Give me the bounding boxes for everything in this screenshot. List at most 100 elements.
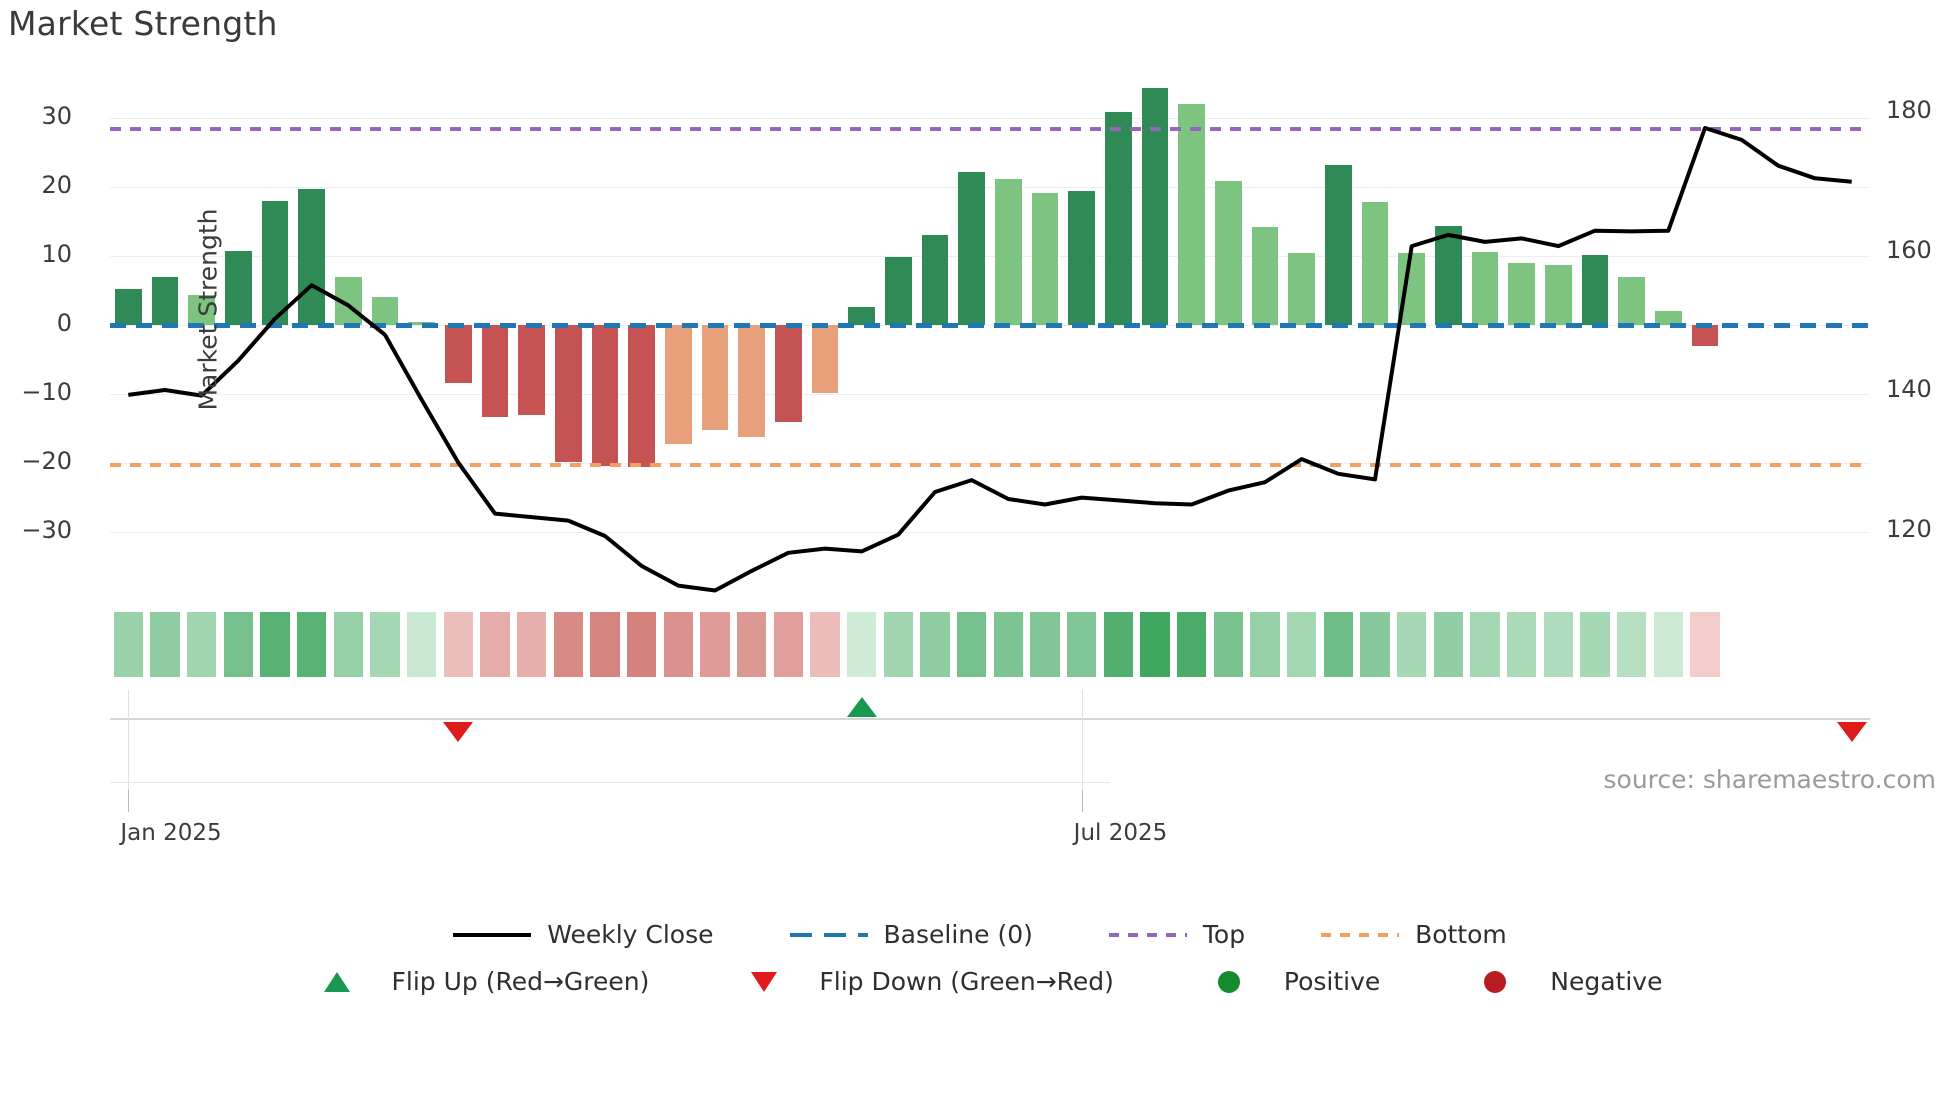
solid-line-swatch-icon: [453, 922, 532, 948]
y-axis-tick-left: 20: [41, 171, 72, 200]
legend-item-flip-down[interactable]: Flip Down (Green→Red): [725, 967, 1114, 996]
bottom-divider: [110, 782, 1110, 783]
heatmap-cell: [1213, 612, 1243, 677]
heatmap-cell: [737, 612, 767, 677]
strength-bar: [885, 257, 912, 325]
y-axis-tick-left: 10: [41, 240, 72, 269]
heatmap-cell: [920, 612, 950, 677]
y-axis-tick-left: −30: [21, 515, 72, 544]
heatmap-cell: [113, 612, 143, 677]
strength-bar: [591, 325, 619, 466]
heatmap-cell: [150, 612, 180, 677]
gridline: [110, 256, 1870, 258]
legend-label: Negative: [1550, 967, 1663, 996]
y-axis-tick-right: 140: [1886, 375, 1932, 404]
strength-bar: [811, 325, 839, 393]
flip-down-marker[interactable]: [1836, 722, 1867, 742]
heatmap-cell: [333, 612, 363, 677]
heatmap-cell: [1287, 612, 1317, 677]
y-axis-tick-left: −10: [21, 377, 72, 406]
heatmap-cell: [1543, 612, 1573, 677]
heatmap-cell: [883, 612, 913, 677]
legend-item-flip-up[interactable]: Flip Up (Red→Green): [298, 967, 649, 996]
heatmap-cell: [1397, 612, 1427, 677]
strength-bar: [481, 325, 509, 418]
heatmap-cell: [297, 612, 327, 677]
heatmap-cell: [700, 612, 730, 677]
heatmap-cell: [1360, 612, 1390, 677]
page-title: Market Strength: [8, 4, 278, 43]
strength-bar: [188, 294, 215, 325]
gridline: [110, 187, 1870, 189]
heatmap-cell: [663, 612, 693, 677]
strength-bar: [1288, 252, 1315, 325]
chart-legend: Weekly Close Baseline (0) Top Bottom Fli…: [0, 920, 1960, 1014]
heatmap-cell: [1177, 612, 1207, 677]
legend-item-negative[interactable]: Negative: [1456, 967, 1662, 996]
legend-label: Top: [1202, 920, 1246, 949]
strength-bar: [1361, 201, 1389, 325]
strength-bar: [848, 307, 875, 325]
heatmap-cell: [627, 612, 657, 677]
heatmap-cell: [370, 612, 400, 677]
strength-bar: [958, 172, 985, 325]
flip-lane-axis: [110, 718, 1870, 720]
strength-bar: [1068, 191, 1095, 325]
strength-bar: [665, 325, 692, 444]
heatmap-cell: [517, 612, 547, 677]
heatmap-cell: [260, 612, 290, 677]
strength-bar: [225, 250, 252, 325]
heatmap-cell: [1580, 612, 1610, 677]
flip-down-marker[interactable]: [443, 722, 474, 742]
strength-bar: [1471, 251, 1499, 325]
strength-bar: [921, 235, 949, 325]
heatmap-cell: [443, 612, 473, 677]
heatmap-cell: [1067, 612, 1097, 677]
y-axis-tick-right: 120: [1886, 515, 1932, 544]
strength-bar: [1581, 255, 1609, 325]
heatmap-cell: [1470, 612, 1500, 677]
heatmap-cell: [187, 612, 217, 677]
flip-marker-lane: [110, 690, 1870, 790]
legend-item-bottom[interactable]: Bottom: [1321, 920, 1507, 949]
heatmap-cell: [553, 612, 583, 677]
heatmap-cell: [480, 612, 510, 677]
strength-bar: [1178, 103, 1205, 325]
heatmap-cell: [993, 612, 1023, 677]
x-axis-tick-label: Jan 2025: [120, 820, 222, 846]
legend-item-positive[interactable]: Positive: [1190, 967, 1380, 996]
y-axis-tick-left: 0: [56, 309, 72, 337]
heatmap-cell: [1030, 612, 1060, 677]
heatmap-cell: [1323, 612, 1353, 677]
strength-bar: [151, 277, 179, 325]
dashed-line-swatch-icon: [789, 922, 868, 948]
y-axis-tick-left: −20: [21, 446, 72, 475]
x-axis-tickmark: [128, 790, 130, 812]
strength-bar: [995, 178, 1022, 325]
dotted-line-swatch-icon: [1108, 922, 1187, 948]
heatmap-cell: [1653, 612, 1683, 677]
heatmap-cell: [810, 612, 840, 677]
circle-icon: [1190, 969, 1268, 995]
strength-bar: [1691, 325, 1719, 347]
legend-item-baseline[interactable]: Baseline (0): [789, 920, 1033, 949]
gridline: [110, 393, 1870, 395]
circle-icon: [1456, 969, 1534, 995]
source-credit: source: sharemaestro.com: [1603, 765, 1937, 794]
y-axis-tick-left: 30: [41, 102, 72, 131]
triangle-up-icon: [298, 969, 376, 995]
lane-vertical-rule: [128, 690, 130, 790]
strength-bar: [628, 325, 655, 467]
strength-bar: [298, 189, 325, 325]
flip-up-marker[interactable]: [846, 697, 877, 717]
legend-item-weekly-close[interactable]: Weekly Close: [453, 920, 714, 949]
strength-bar: [1618, 276, 1645, 325]
strength-bar: [1655, 311, 1682, 325]
strength-bar: [1251, 227, 1279, 325]
legend-item-top[interactable]: Top: [1108, 920, 1246, 949]
lane-vertical-rule: [1081, 690, 1083, 790]
legend-label: Flip Down (Green→Red): [819, 967, 1114, 996]
strength-bar: [555, 325, 582, 463]
legend-label: Baseline (0): [883, 920, 1033, 949]
top-reference-line: [110, 126, 1870, 131]
